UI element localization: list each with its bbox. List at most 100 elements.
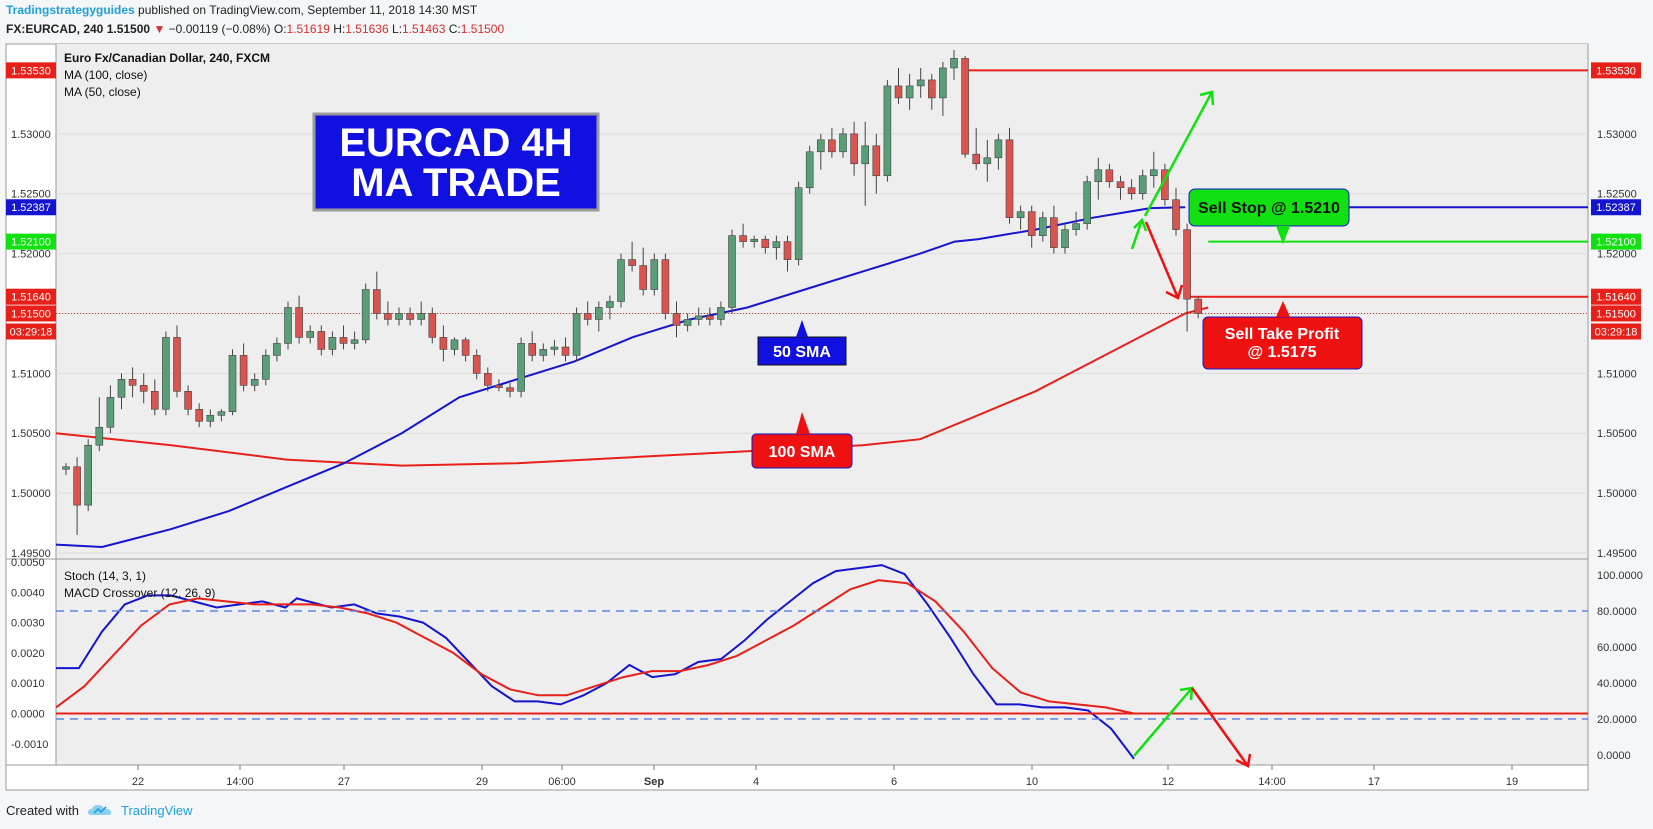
macd-legend: MACD Crossover (12, 26, 9) [64,586,215,600]
stoch-tick-label: 100.0000 [1597,570,1643,582]
take-profit-callout-pointer [1276,301,1290,317]
close-label: C: [448,22,461,36]
open-label: O: [273,22,287,36]
price-label-right-box [1591,233,1641,250]
green-arrowhead-icon [1199,90,1215,106]
stoch-legend: Stoch (14, 3, 1) [64,569,146,583]
low-label: L: [392,22,403,36]
candle-up [539,349,548,356]
sma100-label: 100 SMA [769,444,836,461]
sma100-callout-pointer [796,412,810,434]
price-label-left-box [6,288,56,305]
sell-stop-callout-box [1188,188,1350,227]
candles [62,49,1202,536]
candle-down [961,58,969,155]
candle-up [1138,175,1147,195]
candle-up [95,426,104,446]
price-tick-label-right: 1.50000 [1597,488,1637,500]
high-value: 1.51636 [345,22,389,36]
price-label-left-box [6,199,56,216]
time-tick-label: 29 [476,776,488,788]
candle-up [273,343,281,356]
price-tick-label-left: 1.49500 [11,548,51,560]
price-label-right-box [1591,199,1641,216]
candle-down [239,355,248,386]
price-label-left: 1.52387 [11,202,51,214]
banner-line-2: MA TRADE [351,161,561,205]
countdown-label-left-box [6,323,56,340]
candle-down [828,139,836,153]
macd-green-arrow-icon [1133,687,1193,757]
price-label-right: 1.51500 [1596,308,1636,320]
candle-down [461,339,470,356]
take-profit-label-2: @ 1.5175 [1248,344,1317,361]
price-label-left-box [6,305,56,322]
footer: Created with TradingView [6,802,193,818]
candle-down [1105,169,1114,183]
price-tick-label-right: 1.50500 [1597,428,1637,440]
green-arrow-short-icon [1130,219,1144,250]
tradingview-link[interactable]: TradingView [120,802,193,818]
price-tick-label-left: 1.52000 [11,249,51,261]
candle-down [372,289,381,314]
price-label-left-box [6,62,56,79]
candle-down [128,379,137,386]
time-tick-label: 12 [1162,776,1174,788]
take-profit-callout-box [1202,316,1363,370]
stoch-tick-label: 40.0000 [1597,678,1637,690]
candle-up [1061,229,1069,248]
candle-down [1172,199,1180,230]
price-tick-label-right: 1.52000 [1597,249,1637,261]
candle-down [761,238,770,248]
candle-up [1016,211,1025,218]
tradingview-cloud-icon [87,805,112,815]
time-tick-label: 4 [753,776,759,788]
candle-up [62,466,70,470]
candle-up [1072,223,1080,230]
last-price: 1.51500 [106,22,151,36]
candle-up [594,307,603,320]
high-label: H: [333,22,346,36]
banner-line-1: EURCAD 4H [339,121,572,165]
time-tick-label: 6 [891,776,897,788]
candle-up [328,337,337,350]
price-tick-label-right: 1.52500 [1597,189,1637,201]
time-tick-label: 14:00 [1258,776,1286,788]
candle-down [639,265,648,290]
candle-down [1050,217,1058,248]
candle-up [694,315,703,320]
candle-down [628,259,636,266]
author-link[interactable]: Tradingstrategyguides [6,3,135,17]
candle-down [406,313,414,320]
time-axis: 22 14:00 27 29 06:00 Sep 4 6 10 12 14:00 17 19 [132,765,1518,788]
candle-up [206,414,215,422]
candle-up [450,339,459,350]
candle-down [506,387,514,392]
candle-up [106,397,115,428]
sell-stop-callout-pointer [1276,226,1290,244]
candle-down [495,385,503,389]
open-value: 1.51619 [286,22,330,36]
candle-up [683,319,692,326]
candle-up [117,379,126,398]
candle-down [173,337,181,392]
candle-up [883,85,892,177]
sma50-callout-pointer [796,320,808,337]
take-profit-label-1: Sell Take Profit [1225,326,1340,343]
candle-up [1039,217,1047,236]
candle-down [1005,139,1014,218]
candle-down [705,315,714,320]
trade-arrows [1130,90,1252,768]
candle-down [672,313,681,326]
red-arrowhead-icon [1165,284,1184,300]
candle-down [1127,187,1136,195]
down-arrow-icon: ▼ [153,22,166,36]
candle-up [650,259,659,290]
ma100-line [55,306,1209,467]
price-axis: 1.49500 1.49500 1.50000 1.50000 1.50500 1.505… [6,62,1641,560]
candle-down [583,313,592,320]
candle-up [794,187,803,260]
title-banner [312,112,600,212]
candle-up [950,58,958,69]
